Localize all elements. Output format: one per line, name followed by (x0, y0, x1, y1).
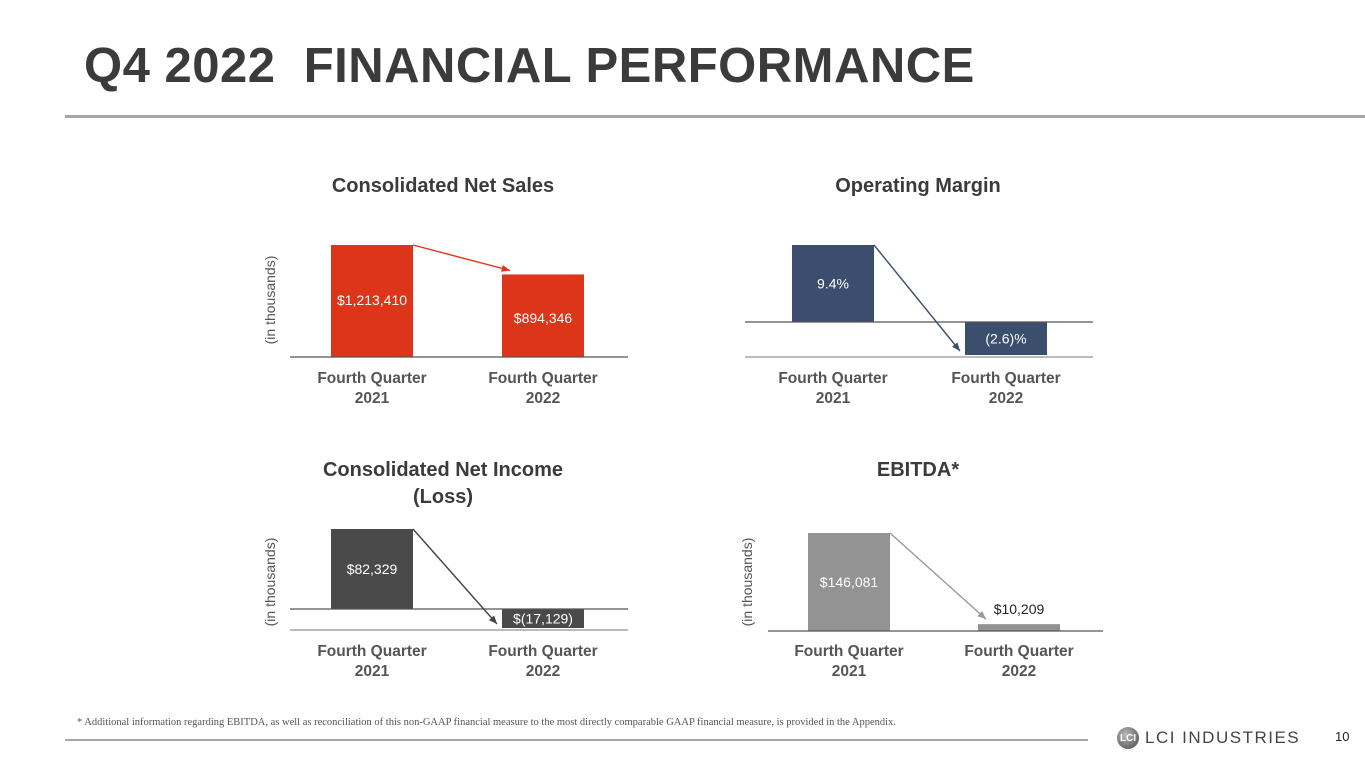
bar (808, 533, 890, 631)
footer-divider (65, 739, 1088, 741)
category-label: Fourth Quarter (951, 370, 1060, 387)
y-axis-label: (in thousands) (262, 256, 278, 345)
company-logo: LCI LCI INDUSTRIES (1117, 727, 1300, 749)
chart-title: Operating Margin (835, 175, 1001, 197)
chart-3: Consolidated Net Income (Loss) (in thousan… (262, 459, 628, 680)
category-label: 2022 (1002, 663, 1036, 680)
category-label: 2022 (989, 390, 1023, 407)
trend-arrow (412, 244, 511, 272)
data-label: $146,081 (820, 574, 879, 590)
bar (502, 609, 584, 628)
bar (965, 322, 1047, 355)
category-label: Fourth Quarter (488, 370, 597, 387)
category-label: 2021 (832, 663, 867, 680)
trend-arrow (412, 528, 498, 625)
category-label: 2021 (355, 663, 390, 680)
category-label: Fourth Quarter (794, 643, 903, 660)
category-label: Fourth Quarter (317, 370, 426, 387)
logo-icon: LCI (1117, 727, 1139, 749)
page-number: 10 (1335, 729, 1350, 744)
data-label: $10,209 (994, 601, 1045, 617)
bar (331, 529, 413, 609)
chart-title: (Loss) (413, 486, 473, 508)
page-title: Q4 2022 FINANCIAL PERFORMANCE (84, 39, 975, 93)
data-label: $(17,129) (513, 611, 573, 627)
bar (331, 245, 413, 357)
category-label: 2022 (526, 390, 560, 407)
chart-2: Operating Margin 9.4% Fourth Quarter 2021 (2… (745, 175, 1093, 407)
data-label: $1,213,410 (337, 292, 407, 308)
title-divider (65, 115, 1365, 118)
arrow-head-icon (488, 615, 497, 624)
data-label: $82,329 (347, 561, 398, 577)
arrow-head-icon (977, 611, 986, 620)
category-label: Fourth Quarter (778, 370, 887, 387)
data-label: 9.4% (817, 276, 849, 292)
trend-arrow (873, 244, 961, 352)
trend-arrow (889, 532, 987, 620)
y-axis-label: (in thousands) (262, 538, 278, 627)
arrow-head-icon (501, 264, 510, 272)
footnote: * Additional information regarding EBITD… (77, 717, 896, 728)
chart-title: Consolidated Net Income (323, 459, 563, 481)
logo-text: LCI INDUSTRIES (1145, 728, 1301, 747)
category-label: 2021 (355, 390, 390, 407)
category-label: Fourth Quarter (964, 643, 1073, 660)
bar (792, 245, 874, 322)
category-label: Fourth Quarter (317, 643, 426, 660)
arrow-head-icon (952, 342, 960, 351)
chart-4: EBITDA* (in thousands) $146,081 Fourth Quar… (739, 459, 1103, 680)
category-label: 2021 (816, 390, 851, 407)
chart-title: EBITDA* (877, 459, 959, 481)
data-label: (2.6)% (985, 331, 1026, 347)
chart-title: Consolidated Net Sales (332, 175, 554, 197)
data-label: $894,346 (514, 310, 573, 326)
chart-1: Consolidated Net Sales (in thousands) $1,2… (262, 175, 628, 407)
category-label: Fourth Quarter (488, 643, 597, 660)
bar (978, 624, 1060, 631)
y-axis-label: (in thousands) (739, 538, 755, 627)
bar (502, 274, 584, 357)
category-label: 2022 (526, 663, 560, 680)
